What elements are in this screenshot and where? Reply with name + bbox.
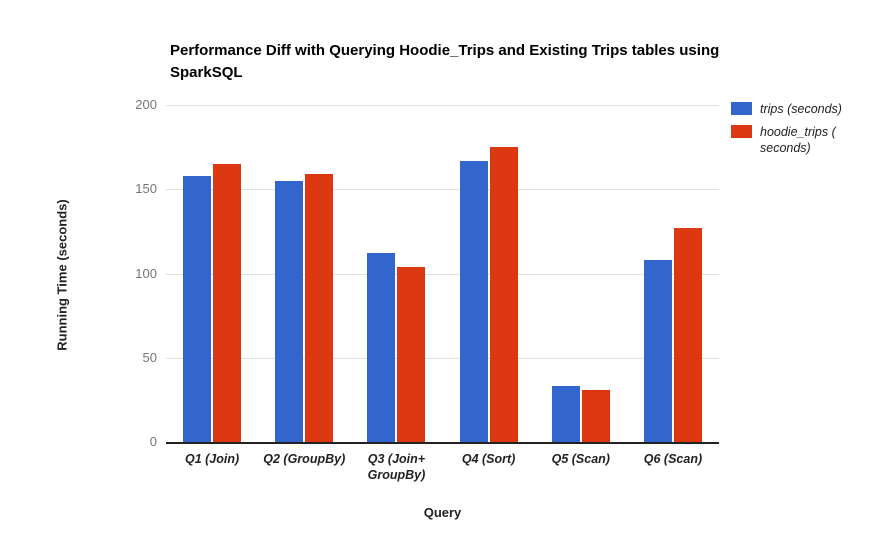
bar-trips[interactable]: [459, 160, 488, 442]
x-category-label: Q2 (GroupBy): [263, 452, 346, 466]
gridline: [166, 273, 719, 275]
x-axis-title: Query: [423, 505, 462, 520]
bar-trips[interactable]: [275, 180, 304, 442]
gridline: [166, 189, 719, 191]
bar-trips[interactable]: [367, 253, 396, 442]
bar-group: [258, 105, 350, 442]
bar-hoodie-trips[interactable]: [397, 266, 426, 442]
bar-hoodie-trips[interactable]: [305, 174, 334, 442]
bar-groups: [166, 105, 719, 442]
y-tick-label: 100: [135, 265, 157, 281]
legend: trips (seconds) hoodie_trips ( seconds): [731, 101, 881, 163]
chart-title: Performance Diff with Querying Hoodie_Tr…: [170, 42, 720, 81]
legend-swatch-hoodie-trips: [731, 125, 752, 138]
bar-hoodie-trips[interactable]: [213, 163, 242, 442]
legend-label: trips (seconds): [760, 102, 842, 116]
gridline: [166, 105, 719, 106]
y-axis-tick-labels: 0 50 100 150 200: [100, 98, 157, 449]
bar-trips[interactable]: [551, 386, 580, 442]
legend-label: hoodie_trips ( seconds): [760, 125, 836, 155]
plot-area: [166, 105, 719, 444]
x-axis-category-labels: Q1 (Join) Q2 (GroupBy) Q3 (Join+ GroupBy) Q…: [166, 451, 719, 483]
x-category-label: Q6 (Scan): [643, 452, 703, 466]
bar-group: [627, 105, 719, 442]
y-axis-title: Running Time (seconds): [54, 199, 70, 351]
legend-item-trips[interactable]: trips (seconds): [731, 101, 881, 117]
bar-trips[interactable]: [643, 260, 672, 442]
x-category-label: Q3 (Join+ GroupBy): [367, 452, 426, 482]
bar-group: [443, 105, 535, 442]
gridline: [166, 357, 719, 359]
bar-hoodie-trips[interactable]: [489, 147, 518, 442]
x-category-label: Q5 (Scan): [551, 452, 610, 466]
x-category-label: Q4 (Sort): [461, 452, 516, 466]
y-tick-label: 200: [135, 97, 157, 112]
bar-group: [166, 105, 258, 442]
bar-hoodie-trips[interactable]: [673, 228, 702, 442]
y-tick-label: 150: [135, 181, 157, 197]
x-category-label: Q1 (Join): [185, 452, 240, 466]
legend-item-hoodie-trips[interactable]: hoodie_trips ( seconds): [731, 124, 881, 156]
bar-group: [350, 105, 442, 442]
bar-trips[interactable]: [183, 175, 212, 442]
y-tick-label: 50: [142, 349, 157, 365]
bar-group: [535, 105, 627, 442]
legend-swatch-trips: [731, 102, 752, 115]
bar-hoodie-trips[interactable]: [581, 389, 610, 442]
y-tick-label: 0: [149, 434, 157, 449]
